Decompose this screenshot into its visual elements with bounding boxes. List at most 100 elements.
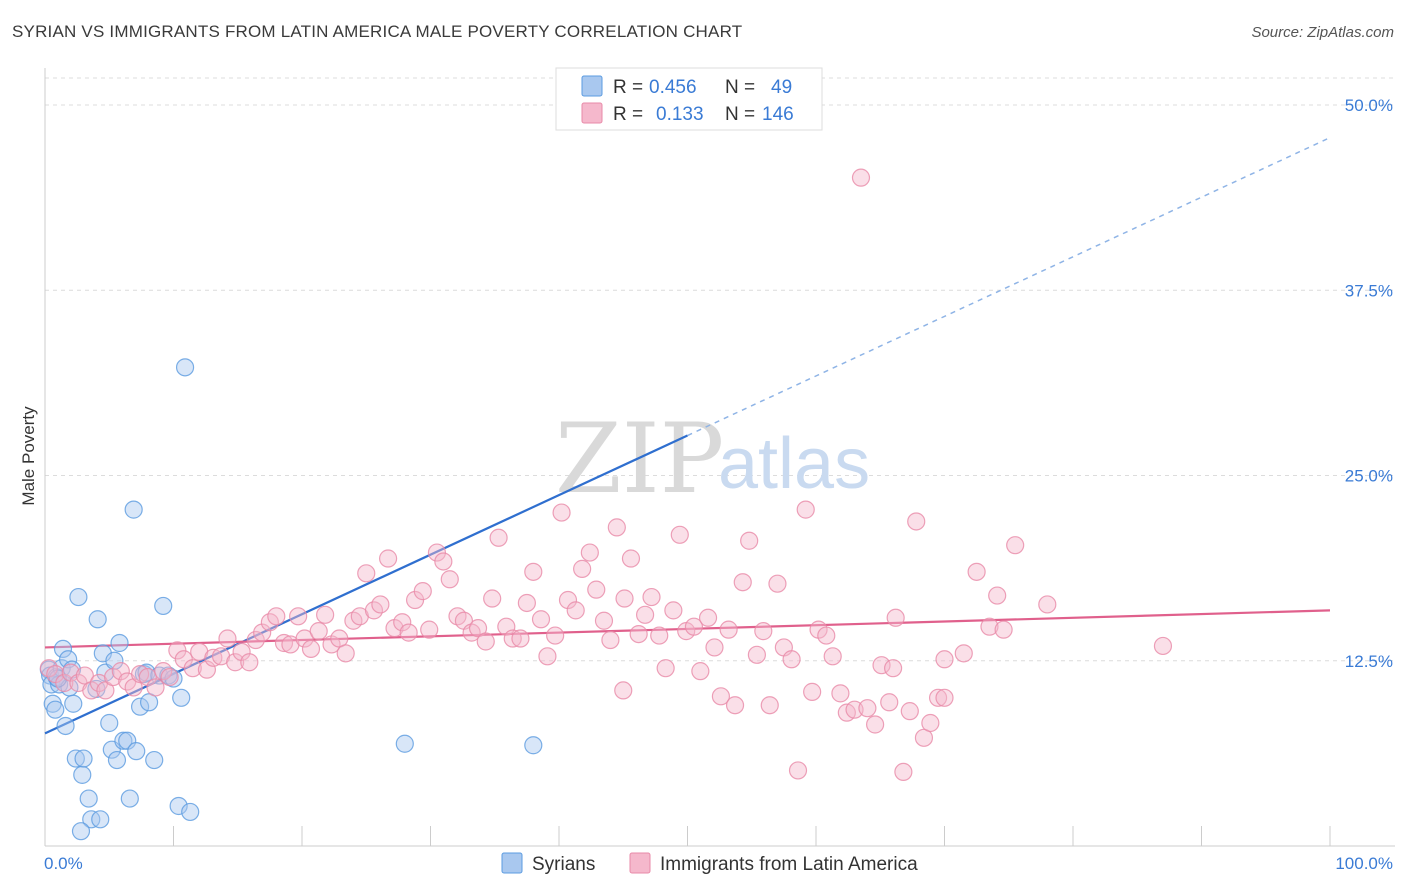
latin-america-point bbox=[886, 608, 905, 627]
syrian-point bbox=[118, 731, 137, 750]
legend-swatch-latin bbox=[581, 102, 603, 124]
latin-america-point bbox=[546, 626, 565, 645]
latin-america-point bbox=[782, 650, 801, 669]
syrian-point bbox=[175, 358, 195, 377]
latin-america-point bbox=[336, 644, 355, 663]
latin-america-point bbox=[160, 667, 179, 687]
syrian-point bbox=[73, 765, 92, 784]
latin-america-point bbox=[817, 626, 836, 645]
latin-america-point bbox=[82, 681, 101, 700]
latin-america-point bbox=[866, 715, 885, 734]
syrian-point bbox=[127, 742, 146, 761]
latin-america-point bbox=[621, 549, 641, 568]
latin-america-point bbox=[935, 688, 954, 707]
latin-america-point bbox=[55, 673, 74, 693]
latin-america-point bbox=[1006, 536, 1025, 555]
latin-america-point bbox=[274, 633, 294, 653]
latin-america-point bbox=[664, 601, 683, 620]
legend-bottom-label-latin: Immigrants from Latin America bbox=[660, 854, 918, 875]
latin-america-point bbox=[601, 630, 620, 650]
legend-top: R = 0.456 N = 49 R = 0.133 N = 146 bbox=[555, 67, 823, 131]
latin-america-point bbox=[552, 503, 571, 522]
latin-america-point bbox=[754, 622, 773, 641]
latin-america-point bbox=[1038, 595, 1057, 614]
latin-america-point bbox=[476, 632, 495, 651]
latin-america-point bbox=[698, 608, 718, 627]
latin-america-point bbox=[301, 639, 321, 659]
legend-bottom-swatch-syrians bbox=[501, 852, 523, 874]
syrian-point bbox=[66, 749, 85, 768]
latin-america-point bbox=[831, 684, 850, 703]
syrian-point bbox=[110, 633, 129, 653]
watermark-zip: ZIP bbox=[555, 403, 724, 515]
latin-america-point bbox=[691, 662, 710, 681]
syrian-point bbox=[59, 650, 78, 669]
syrian-point bbox=[124, 500, 143, 519]
latin-america-point bbox=[309, 622, 328, 641]
y-tick-label: 50.0% bbox=[1345, 96, 1393, 115]
syrian-point bbox=[130, 697, 150, 716]
latin-america-point bbox=[218, 629, 237, 648]
chart-title: SYRIAN VS IMMIGRANTS FROM LATIN AMERICA … bbox=[12, 22, 743, 41]
latin-america-point bbox=[316, 605, 335, 624]
grid-lines bbox=[45, 77, 1395, 662]
source-credit: Source: ZipAtlas.com bbox=[1251, 24, 1394, 41]
latin-america-trend-line bbox=[44, 609, 1331, 649]
latin-america-point bbox=[733, 573, 752, 592]
axes bbox=[44, 68, 1395, 847]
latin-america-point bbox=[378, 549, 398, 568]
latin-america-point bbox=[357, 564, 376, 583]
latin-america-point bbox=[803, 682, 822, 701]
latin-america-point bbox=[580, 543, 599, 562]
latin-america-point bbox=[393, 613, 412, 632]
syrian-point bbox=[114, 731, 133, 750]
latin-america-point bbox=[197, 660, 217, 679]
latin-america-point bbox=[503, 629, 522, 648]
tick-labels: 12.5% 25.0% 37.5% 50.0% 0.0% 100.0% bbox=[44, 96, 1393, 873]
latin-america-point bbox=[511, 629, 530, 648]
latin-america-point bbox=[880, 693, 899, 712]
latin-america-point bbox=[267, 607, 286, 626]
latin-america-point bbox=[900, 702, 919, 721]
syrian-point bbox=[46, 700, 65, 719]
legend-r-label: R = bbox=[613, 77, 643, 98]
latin-america-point bbox=[670, 525, 689, 544]
latin-america-point bbox=[872, 656, 891, 675]
x-tick-label: 100.0% bbox=[1335, 854, 1393, 873]
syrian-point bbox=[88, 610, 107, 629]
latin-america-point bbox=[371, 595, 390, 614]
syrian-point bbox=[172, 688, 191, 707]
latin-america-point bbox=[747, 645, 766, 664]
latin-america-point bbox=[483, 589, 502, 608]
latin-america-point bbox=[399, 623, 418, 642]
watermark: ZIP atlas bbox=[555, 403, 870, 515]
latin-america-point bbox=[468, 619, 488, 638]
latin-america-point bbox=[823, 647, 842, 666]
latin-america-point bbox=[440, 570, 459, 589]
latin-america-point bbox=[725, 696, 745, 715]
latin-america-point bbox=[768, 574, 787, 593]
syrian-point bbox=[91, 810, 110, 829]
legend-r-value: 0.456 bbox=[649, 77, 697, 98]
latin-america-point bbox=[684, 617, 704, 636]
syrian-point bbox=[53, 639, 73, 659]
latin-america-point bbox=[967, 562, 986, 581]
syrian-point bbox=[524, 736, 543, 755]
legend-bottom-swatch-latin bbox=[629, 852, 651, 874]
latin-america-point bbox=[183, 659, 202, 678]
syrian-point bbox=[69, 587, 88, 607]
latin-america-point bbox=[96, 681, 115, 700]
latin-america-point bbox=[517, 593, 536, 613]
latin-america-point bbox=[711, 687, 731, 706]
latin-america-point bbox=[427, 543, 447, 562]
latin-america-point bbox=[524, 562, 543, 581]
latin-america-point bbox=[587, 580, 606, 599]
latin-america-point bbox=[740, 531, 759, 550]
syrian-point bbox=[100, 713, 119, 733]
latin-america-point bbox=[642, 587, 661, 607]
latin-america-point bbox=[289, 607, 308, 626]
syrian-point bbox=[107, 750, 127, 770]
latin-america-point bbox=[246, 630, 265, 650]
syrian-point bbox=[120, 789, 139, 808]
